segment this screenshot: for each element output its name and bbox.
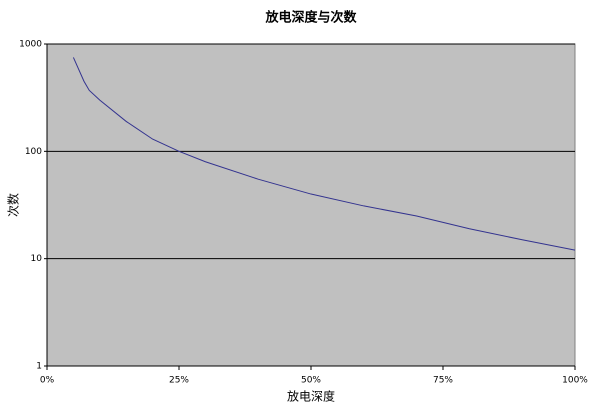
x-axis-label: 放电深度 bbox=[287, 389, 335, 404]
y-tick-label: 10 bbox=[31, 254, 43, 264]
x-tick-label: 50% bbox=[301, 376, 321, 386]
x-tick-label: 25% bbox=[169, 376, 189, 386]
y-axis-label: 次数 bbox=[6, 193, 21, 217]
y-tick-label: 100 bbox=[25, 147, 42, 157]
x-tick-label: 75% bbox=[433, 376, 453, 386]
x-tick-label: 0% bbox=[40, 376, 55, 386]
y-tick-label: 1000 bbox=[19, 40, 42, 50]
x-tick-label: 100% bbox=[562, 376, 588, 386]
data-line bbox=[72, 57, 576, 251]
chart-title: 放电深度与次数 bbox=[264, 10, 357, 26]
y-tick-label: 1 bbox=[36, 362, 42, 372]
plot-area bbox=[46, 43, 576, 367]
